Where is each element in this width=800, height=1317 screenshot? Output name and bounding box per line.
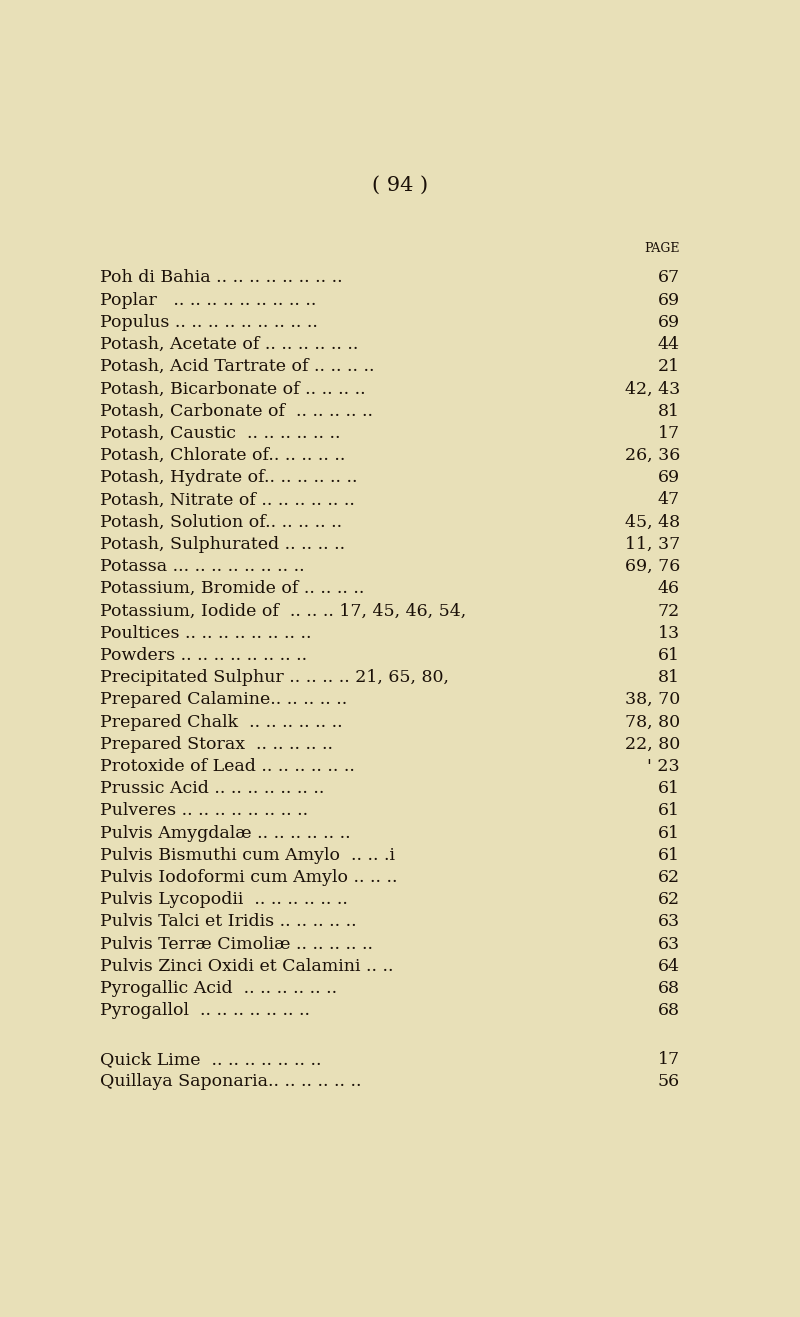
Text: Quick Lime  .. .. .. .. .. .. ..: Quick Lime .. .. .. .. .. .. .. xyxy=(100,1051,322,1068)
Text: Potash, Sulphurated .. .. .. ..: Potash, Sulphurated .. .. .. .. xyxy=(100,536,345,553)
Text: 21: 21 xyxy=(658,358,680,375)
Text: Populus .. .. .. .. .. .. .. .. ..: Populus .. .. .. .. .. .. .. .. .. xyxy=(100,313,318,331)
Text: Potash, Nitrate of .. .. .. .. .. ..: Potash, Nitrate of .. .. .. .. .. .. xyxy=(100,491,355,508)
Text: Potash, Chlorate of.. .. .. .. ..: Potash, Chlorate of.. .. .. .. .. xyxy=(100,446,346,464)
Text: PAGE: PAGE xyxy=(645,241,680,254)
Text: Pyrogallol  .. .. .. .. .. .. ..: Pyrogallol .. .. .. .. .. .. .. xyxy=(100,1002,310,1019)
Text: Potash, Acid Tartrate of .. .. .. ..: Potash, Acid Tartrate of .. .. .. .. xyxy=(100,358,374,375)
Text: 61: 61 xyxy=(658,802,680,819)
Text: Poplar   .. .. .. .. .. .. .. .. ..: Poplar .. .. .. .. .. .. .. .. .. xyxy=(100,291,316,308)
Text: Potash, Acetate of .. .. .. .. .. ..: Potash, Acetate of .. .. .. .. .. .. xyxy=(100,336,358,353)
Text: Prussic Acid .. .. .. .. .. .. ..: Prussic Acid .. .. .. .. .. .. .. xyxy=(100,780,324,797)
Text: Potash, Hydrate of.. .. .. .. .. ..: Potash, Hydrate of.. .. .. .. .. .. xyxy=(100,469,358,486)
Text: 46: 46 xyxy=(658,581,680,598)
Text: Prepared Storax  .. .. .. .. ..: Prepared Storax .. .. .. .. .. xyxy=(100,736,333,753)
Text: Prepared Chalk  .. .. .. .. .. ..: Prepared Chalk .. .. .. .. .. .. xyxy=(100,714,342,731)
Text: 68: 68 xyxy=(658,1002,680,1019)
Text: Poultices .. .. .. .. .. .. .. ..: Poultices .. .. .. .. .. .. .. .. xyxy=(100,624,311,641)
Text: Pulvis Talci et Iridis .. .. .. .. ..: Pulvis Talci et Iridis .. .. .. .. .. xyxy=(100,913,357,930)
Text: 62: 62 xyxy=(658,869,680,886)
Text: 78, 80: 78, 80 xyxy=(625,714,680,731)
Text: Pulvis Terræ Cimoliæ .. .. .. .. ..: Pulvis Terræ Cimoliæ .. .. .. .. .. xyxy=(100,935,373,952)
Text: 42, 43: 42, 43 xyxy=(625,381,680,398)
Text: 26, 36: 26, 36 xyxy=(625,446,680,464)
Text: 56: 56 xyxy=(658,1073,680,1090)
Text: Potash, Caustic  .. .. .. .. .. ..: Potash, Caustic .. .. .. .. .. .. xyxy=(100,425,341,443)
Text: Potash, Bicarbonate of .. .. .. ..: Potash, Bicarbonate of .. .. .. .. xyxy=(100,381,366,398)
Text: 69, 76: 69, 76 xyxy=(625,558,680,576)
Text: 81: 81 xyxy=(658,669,680,686)
Text: Pulvis Bismuthi cum Amylo  .. .. .i: Pulvis Bismuthi cum Amylo .. .. .i xyxy=(100,847,395,864)
Text: Potash, Solution of.. .. .. .. ..: Potash, Solution of.. .. .. .. .. xyxy=(100,514,342,531)
Text: 13: 13 xyxy=(658,624,680,641)
Text: Pulvis Zinci Oxidi et Calamini .. ..: Pulvis Zinci Oxidi et Calamini .. .. xyxy=(100,957,394,975)
Text: 63: 63 xyxy=(658,913,680,930)
Text: Pulvis Iodoformi cum Amylo .. .. ..: Pulvis Iodoformi cum Amylo .. .. .. xyxy=(100,869,398,886)
Text: 38, 70: 38, 70 xyxy=(625,691,680,709)
Text: Pyrogallic Acid  .. .. .. .. .. ..: Pyrogallic Acid .. .. .. .. .. .. xyxy=(100,980,337,997)
Text: Protoxide of Lead .. .. .. .. .. ..: Protoxide of Lead .. .. .. .. .. .. xyxy=(100,757,355,774)
Text: 68: 68 xyxy=(658,980,680,997)
Text: Powders .. .. .. .. .. .. .. ..: Powders .. .. .. .. .. .. .. .. xyxy=(100,647,307,664)
Text: 63: 63 xyxy=(658,935,680,952)
Text: 44: 44 xyxy=(658,336,680,353)
Text: Potassium, Iodide of  .. .. .. 17, 45, 46, 54,: Potassium, Iodide of .. .. .. 17, 45, 46… xyxy=(100,602,466,619)
Text: Poh di Bahia .. .. .. .. .. .. .. ..: Poh di Bahia .. .. .. .. .. .. .. .. xyxy=(100,270,342,287)
Text: 69: 69 xyxy=(658,469,680,486)
Text: Precipitated Sulphur .. .. .. .. 21, 65, 80,: Precipitated Sulphur .. .. .. .. 21, 65,… xyxy=(100,669,449,686)
Text: Quillaya Saponaria.. .. .. .. .. ..: Quillaya Saponaria.. .. .. .. .. .. xyxy=(100,1073,362,1090)
Text: Pulvis Lycopodii  .. .. .. .. .. ..: Pulvis Lycopodii .. .. .. .. .. .. xyxy=(100,892,348,909)
Text: 64: 64 xyxy=(658,957,680,975)
Text: 69: 69 xyxy=(658,313,680,331)
Text: 61: 61 xyxy=(658,824,680,842)
Text: 81: 81 xyxy=(658,403,680,420)
Text: 61: 61 xyxy=(658,647,680,664)
Text: Prepared Calamine.. .. .. .. ..: Prepared Calamine.. .. .. .. .. xyxy=(100,691,347,709)
Text: Potassium, Bromide of .. .. .. ..: Potassium, Bromide of .. .. .. .. xyxy=(100,581,364,598)
Text: Potash, Carbonate of  .. .. .. .. ..: Potash, Carbonate of .. .. .. .. .. xyxy=(100,403,373,420)
Text: 69: 69 xyxy=(658,291,680,308)
Text: 47: 47 xyxy=(658,491,680,508)
Text: 11, 37: 11, 37 xyxy=(625,536,680,553)
Text: ( 94 ): ( 94 ) xyxy=(372,175,428,195)
Text: 17: 17 xyxy=(658,1051,680,1068)
Text: 72: 72 xyxy=(658,602,680,619)
Text: ' 23: ' 23 xyxy=(647,757,680,774)
Text: 22, 80: 22, 80 xyxy=(625,736,680,753)
Text: 61: 61 xyxy=(658,847,680,864)
Text: 67: 67 xyxy=(658,270,680,287)
Text: 62: 62 xyxy=(658,892,680,909)
Text: Potassa ... .. .. .. .. .. .. ..: Potassa ... .. .. .. .. .. .. .. xyxy=(100,558,305,576)
Text: 61: 61 xyxy=(658,780,680,797)
Text: Pulvis Amygdalæ .. .. .. .. .. ..: Pulvis Amygdalæ .. .. .. .. .. .. xyxy=(100,824,350,842)
Text: 17: 17 xyxy=(658,425,680,443)
Text: 45, 48: 45, 48 xyxy=(625,514,680,531)
Text: Pulveres .. .. .. .. .. .. .. ..: Pulveres .. .. .. .. .. .. .. .. xyxy=(100,802,308,819)
